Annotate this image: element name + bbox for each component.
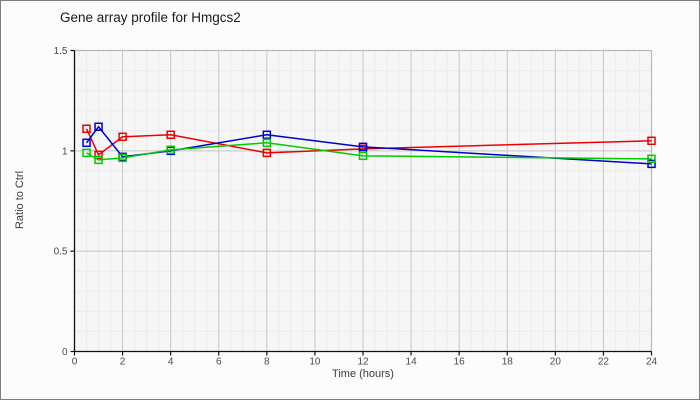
series-blue-marker	[94, 122, 103, 132]
x-tick-label: 2	[120, 357, 126, 368]
series-red-marker	[94, 150, 103, 160]
x-tick-label: 4	[168, 357, 174, 368]
y-tick-label: 1.5	[54, 46, 68, 57]
y-tick-label: 1	[62, 146, 68, 157]
series-red-marker	[118, 132, 127, 142]
plot-border	[74, 49, 653, 352]
x-tick-label: 8	[264, 357, 270, 368]
series-green-line	[86, 142, 652, 161]
x-axis-title: Time (hours)	[332, 368, 394, 380]
x-tick-label: 12	[357, 357, 369, 368]
series-red-marker	[262, 148, 272, 158]
series-red-marker	[647, 136, 656, 146]
x-tick-label: 16	[454, 357, 466, 368]
series-green	[82, 138, 656, 165]
series-red-marker	[166, 130, 175, 140]
y-tick-label: 0	[62, 347, 68, 358]
x-tick-label: 20	[550, 357, 562, 368]
series-green-marker	[166, 145, 175, 155]
y-tick-label: 0.5	[54, 247, 68, 258]
series-blue-marker	[262, 130, 272, 140]
x-tick-label: 6	[216, 357, 222, 368]
x-tick-label: 18	[502, 357, 514, 368]
series-green-marker	[94, 155, 103, 165]
x-tick-label: 0	[72, 357, 78, 368]
series-blue-marker	[82, 138, 91, 148]
tick-marks	[70, 49, 653, 356]
chart-title: Gene array profile for Hmgcs2	[60, 10, 241, 25]
series-green-marker	[118, 153, 127, 163]
x-tick-label: 10	[309, 357, 321, 368]
series-green-marker	[358, 151, 368, 161]
series-blue-line	[85, 125, 652, 165]
data-series	[82, 122, 656, 169]
series-blue-marker	[647, 159, 656, 169]
x-tick-label: 14	[406, 357, 418, 368]
series-green-marker	[647, 154, 656, 164]
x-tick-label: 22	[598, 357, 610, 368]
series-blue-marker	[358, 142, 368, 152]
series-red-line	[85, 128, 652, 157]
x-tick-label: 24	[646, 357, 658, 368]
plot-border-line	[74, 49, 653, 352]
series-red-marker	[82, 124, 91, 134]
series-green-marker	[262, 138, 272, 148]
series-green-marker	[82, 148, 91, 158]
